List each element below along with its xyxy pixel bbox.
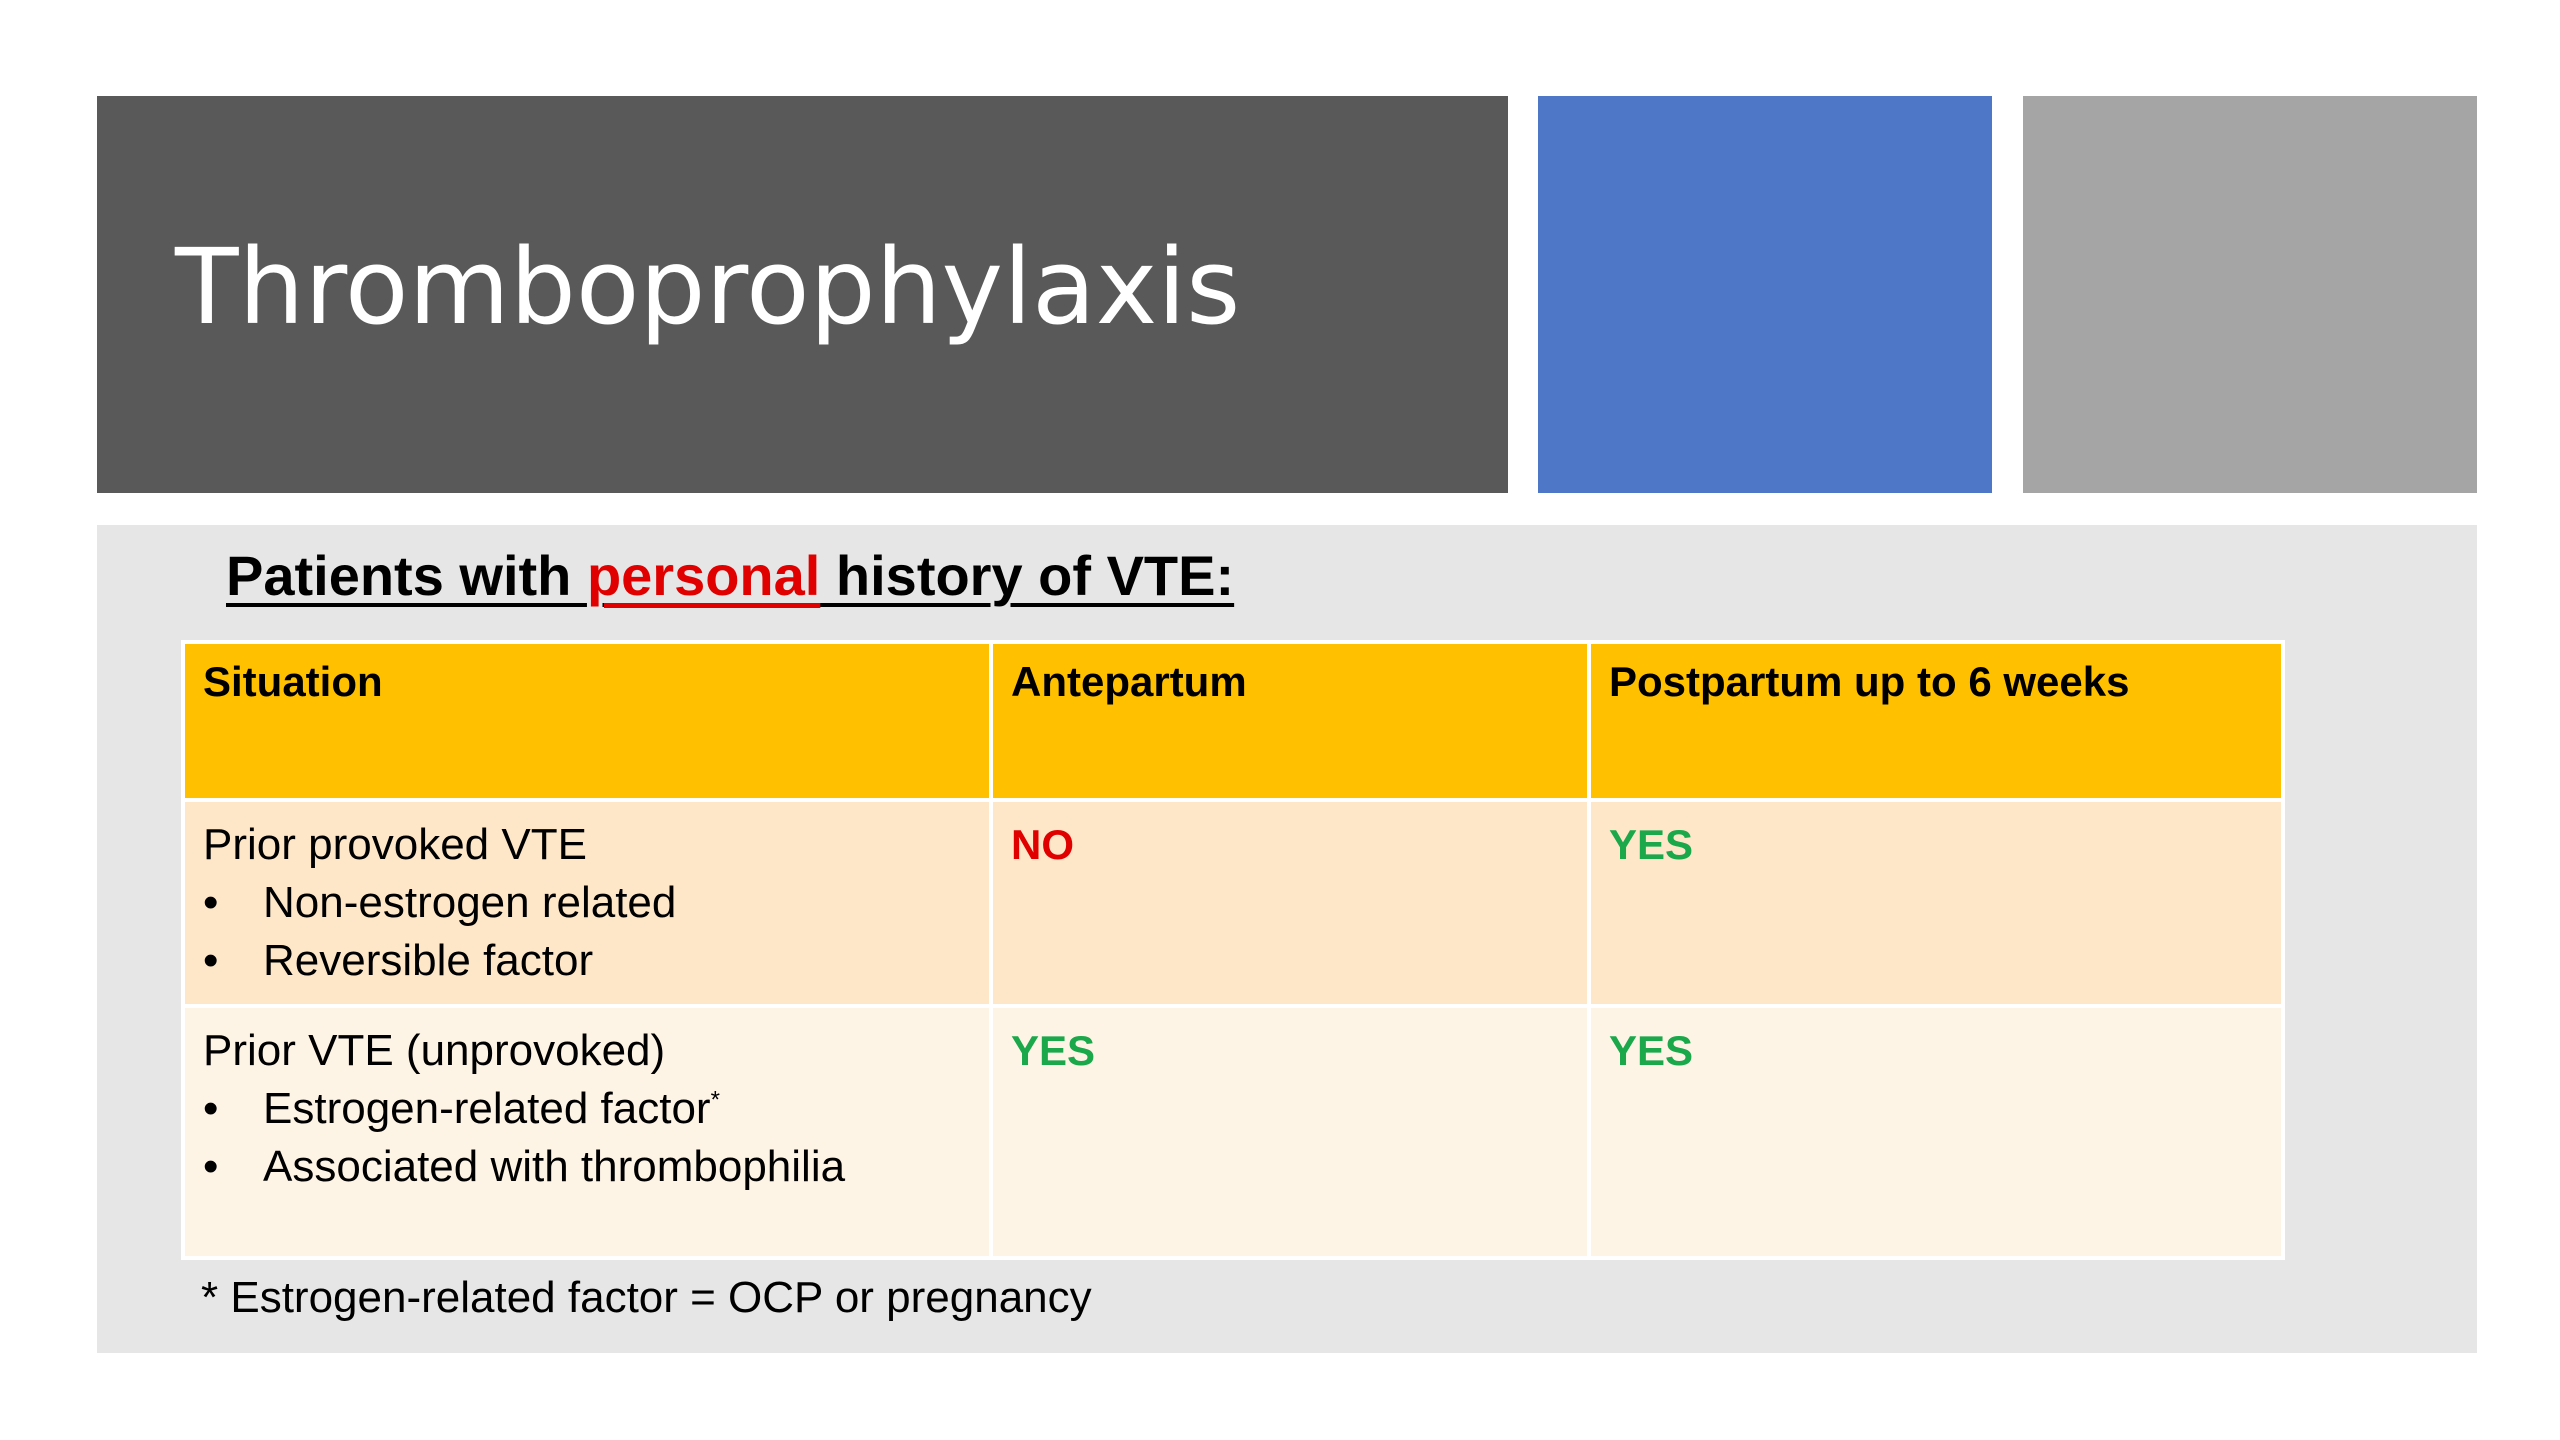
situation-bullets: • Non-estrogen related • Reversible factor — [203, 874, 971, 990]
header-situation: Situation — [181, 640, 993, 802]
antepartum-answer: NO — [1011, 821, 1074, 868]
postpartum-cell: YES — [1587, 1004, 2285, 1260]
postpartum-answer: YES — [1609, 821, 1694, 868]
recommendation-table: Situation Antepartum Postpartum up to 6 … — [181, 640, 2285, 1260]
bullet-item: • Reversible factor — [203, 936, 594, 985]
recommendation-table-wrapper: Situation Antepartum Postpartum up to 6 … — [181, 640, 2285, 1260]
accent-block-gray — [2023, 96, 2477, 493]
slide-title: Thromboprophylaxis — [175, 226, 1241, 348]
table-header-row: Situation Antepartum Postpartum up to 6 … — [181, 640, 2285, 802]
bullet-item: • Non-estrogen related — [203, 878, 677, 927]
table-row: Prior VTE (unprovoked) • Estrogen-related… — [181, 1004, 2285, 1260]
situation-cell: Prior provoked VTE • Non-estrogen related… — [181, 798, 993, 1008]
postpartum-cell: YES — [1587, 798, 2285, 1008]
postpartum-answer: YES — [1609, 1027, 1694, 1074]
accent-block-blue — [1538, 96, 1992, 493]
antepartum-cell: YES — [989, 1004, 1591, 1260]
heading-emphasis: personal — [586, 544, 821, 607]
section-heading: Patients with personal history of VTE: — [226, 543, 1234, 608]
content-panel: Patients with personal history of VTE: S… — [97, 525, 2477, 1353]
title-block: Thromboprophylaxis — [97, 96, 1508, 493]
situation-cell: Prior VTE (unprovoked) • Estrogen-related… — [181, 1004, 993, 1260]
header-postpartum: Postpartum up to 6 weeks — [1587, 640, 2285, 802]
header-antepartum: Antepartum — [989, 640, 1591, 802]
bullet-item: • Associated with thrombophilia — [203, 1142, 846, 1191]
situation-bullets: • Estrogen-related factor* • Associated wi… — [203, 1080, 971, 1196]
footnote: * Estrogen-related factor = OCP or pregn… — [201, 1273, 1092, 1322]
heading-prefix: Patients with — [226, 544, 587, 607]
antepartum-answer: YES — [1011, 1027, 1096, 1074]
situation-text: Prior VTE (unprovoked) — [203, 1026, 666, 1075]
situation-text: Prior provoked VTE — [203, 820, 587, 869]
antepartum-cell: NO — [989, 798, 1591, 1008]
bullet-item: • Estrogen-related factor* — [203, 1084, 720, 1133]
table-row: Prior provoked VTE • Non-estrogen related… — [181, 798, 2285, 1008]
footnote-marker: * — [710, 1086, 720, 1114]
heading-suffix: history of VTE: — [820, 544, 1235, 607]
